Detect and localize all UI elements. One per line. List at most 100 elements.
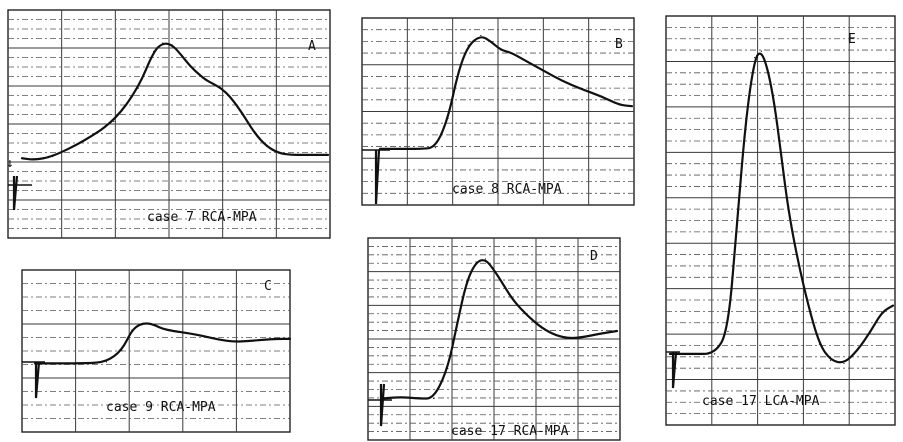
panel-b-point bbox=[601, 95, 603, 98]
panel-e: E case 17 LCA-MPA bbox=[665, 15, 896, 426]
panel-a-point bbox=[302, 154, 305, 156]
panel-e-point bbox=[787, 208, 789, 210]
panel-e-point bbox=[714, 353, 716, 355]
panel-c-point bbox=[121, 349, 123, 351]
panel-a-point bbox=[327, 154, 329, 156]
panel-b: B case 8 RCA-MPA bbox=[361, 17, 635, 206]
panel-e-letter: E bbox=[848, 32, 856, 47]
panel-a-point bbox=[253, 132, 256, 134]
panel-b-point bbox=[399, 148, 401, 150]
panel-a-point bbox=[290, 154, 292, 156]
panel-d-point bbox=[433, 397, 435, 400]
panel-d-point bbox=[456, 322, 458, 325]
panel-a-point bbox=[33, 159, 35, 161]
panel-c-trace bbox=[33, 322, 292, 365]
panel-c-point bbox=[105, 361, 107, 363]
panel-c-point bbox=[289, 338, 291, 340]
panel-a-trace bbox=[20, 42, 330, 161]
panel-b-grid bbox=[361, 17, 635, 206]
panel-b-trace bbox=[378, 36, 634, 151]
panel-b-point bbox=[379, 148, 381, 150]
panel-b-point bbox=[525, 60, 527, 62]
panel-c-point bbox=[248, 340, 250, 342]
panel-e-point bbox=[870, 330, 872, 332]
panel-a-arrow: ↓ bbox=[6, 156, 14, 171]
panel-d-point bbox=[503, 285, 505, 287]
panel-b-point bbox=[490, 40, 492, 43]
panel-a: A ↓ case 7 RCA-MPA bbox=[6, 9, 331, 239]
panel-c-point bbox=[233, 341, 235, 343]
panel-b-point bbox=[618, 104, 621, 106]
panel-c-point bbox=[202, 335, 204, 337]
panel-d: D case 17 RCA-MPA bbox=[367, 237, 621, 441]
panel-d-point bbox=[541, 327, 543, 329]
panel-a-point bbox=[266, 145, 268, 148]
panel-d-caption: case 17 RCA-MPA bbox=[451, 424, 569, 439]
panel-c: C case 9 RCA-MPA bbox=[21, 269, 292, 433]
panel-d-point bbox=[466, 280, 468, 283]
panel-d-point bbox=[475, 261, 477, 263]
panel-a-point bbox=[171, 44, 173, 46]
panel-a-point bbox=[211, 82, 213, 84]
panel-b-point bbox=[581, 88, 583, 90]
panel-e-point bbox=[767, 69, 769, 72]
panel-c-letter: C bbox=[264, 279, 272, 294]
panel-a-point bbox=[162, 42, 164, 44]
panel-b-spike bbox=[374, 149, 381, 205]
panel-a-point bbox=[189, 65, 191, 67]
panel-e-point bbox=[745, 118, 747, 120]
panel-a-point bbox=[229, 95, 231, 98]
panel-a-point bbox=[205, 79, 207, 81]
panel-a-point bbox=[180, 54, 182, 56]
panel-b-point bbox=[467, 44, 469, 46]
panel-c-point bbox=[172, 330, 174, 332]
panel-c-point bbox=[59, 362, 62, 364]
panel-c-point bbox=[131, 329, 133, 331]
panel-e-grid bbox=[665, 15, 896, 426]
panel-d-point bbox=[513, 300, 515, 302]
panel-b-point bbox=[500, 49, 502, 51]
panel-c-spike bbox=[34, 361, 41, 399]
panel-a-point bbox=[137, 87, 139, 89]
panel-d-point bbox=[555, 334, 557, 337]
panel-e-point bbox=[669, 353, 671, 355]
panel-d-spike bbox=[379, 383, 386, 427]
panel-b-letter: B bbox=[615, 37, 623, 52]
panel-b-point bbox=[543, 70, 545, 72]
panel-e-point bbox=[727, 330, 729, 332]
panel-e-caption: case 17 LCA-MPA bbox=[702, 394, 820, 409]
panel-b-point bbox=[434, 147, 437, 149]
panel-d-grid bbox=[367, 237, 621, 441]
panel-c-caption: case 9 RCA-MPA bbox=[106, 400, 216, 415]
panel-c-point bbox=[85, 362, 87, 364]
panel-e-point bbox=[843, 362, 845, 365]
panel-d-point bbox=[494, 270, 496, 272]
panel-a-point bbox=[278, 152, 280, 154]
panel-c-point bbox=[218, 339, 220, 341]
panel-d-point bbox=[569, 337, 571, 340]
panel-e-point bbox=[736, 224, 738, 226]
panel-d-point bbox=[400, 396, 402, 398]
panel-a-point bbox=[21, 157, 23, 159]
panel-c-point bbox=[187, 332, 189, 334]
panel-c-point bbox=[138, 323, 141, 326]
panel-a-point bbox=[82, 140, 84, 143]
panel-e-point bbox=[796, 256, 798, 258]
panel-d-point bbox=[597, 333, 599, 335]
panel-b-point bbox=[447, 117, 449, 119]
panel-b-point bbox=[510, 51, 512, 54]
panel-d-point bbox=[616, 330, 618, 332]
panel-c-point bbox=[161, 328, 164, 330]
panel-e-spike bbox=[671, 351, 678, 389]
panel-d-point bbox=[583, 336, 585, 338]
panel-d-letter: D bbox=[590, 249, 598, 264]
panel-b-point bbox=[631, 105, 633, 107]
panel-b-caption: case 8 RCA-MPA bbox=[452, 182, 562, 197]
panel-a-letter: A bbox=[308, 39, 316, 54]
panel-e-point bbox=[807, 305, 809, 307]
panel-a-point bbox=[220, 87, 222, 89]
panel-a-point bbox=[241, 112, 243, 114]
panel-a-point bbox=[113, 120, 115, 123]
panel-c-point bbox=[146, 322, 148, 324]
